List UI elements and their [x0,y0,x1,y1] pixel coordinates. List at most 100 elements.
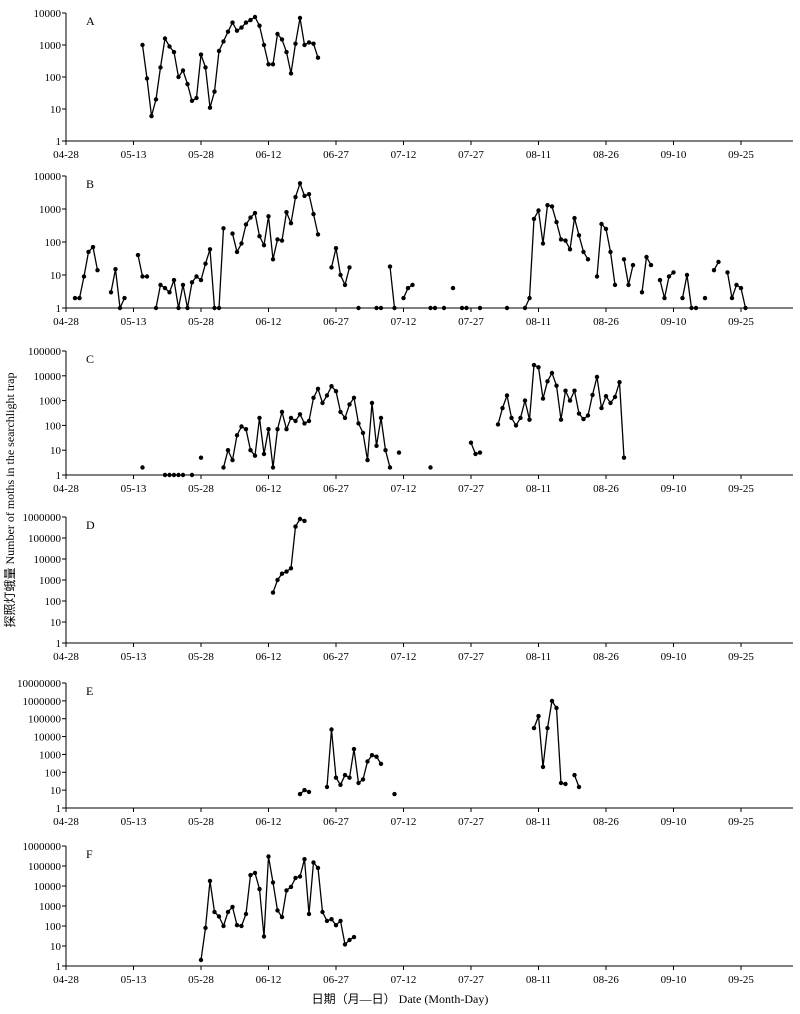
data-point [180,472,186,478]
x-tick-label: 04-28 [53,316,79,328]
data-point [581,416,586,422]
data-point [153,97,159,102]
data-point [279,37,285,42]
data-point [194,274,199,279]
data-point [563,388,568,393]
data-point [275,31,280,37]
x-tick-label: 06-27 [323,149,349,161]
data-point [545,725,550,731]
data-point [378,761,384,766]
data-point [504,393,510,398]
data-point [140,465,145,470]
y-tick-label: 100 [45,596,62,608]
x-tick-label: 07-27 [458,651,484,663]
data-point [167,44,172,49]
data-point [90,244,96,250]
series-line [659,271,674,299]
data-point [176,74,181,80]
data-point [432,305,438,311]
data-point [77,295,82,301]
y-tick-label: 100 [45,420,62,432]
data-point [243,427,249,432]
data-point [257,23,262,28]
data-point [567,247,573,252]
data-point [171,472,177,478]
data-point [554,219,559,225]
data-point [644,254,649,260]
data-point [108,290,114,295]
series-line [726,272,747,309]
data-point [315,232,321,237]
data-point [284,569,289,574]
x-tick-label: 05-13 [121,483,147,495]
data-point [311,395,316,400]
data-point [252,453,258,458]
data-point [662,295,667,301]
data-point [329,384,334,389]
data-point [657,277,663,283]
data-point [599,221,604,227]
data-point [531,725,537,731]
x-tick-label: 06-27 [323,651,349,663]
y-tick-label: 10000 [34,732,62,744]
data-point [531,216,537,222]
data-point [572,772,577,778]
y-tick-label: 10 [50,104,62,116]
x-tick-label: 06-27 [323,316,349,328]
panel-c: 100000 10000 1000 100 10 104-28 05-13 05-28 06-1… [28,346,793,495]
panel-label: B [86,177,94,191]
x-tick-label: 09-25 [728,149,754,161]
x-tick-label: 06-12 [256,483,282,495]
data-point [401,295,406,301]
y-tick-label: 1 [56,961,62,973]
data-point [252,210,258,216]
data-point [288,221,294,226]
data-point [261,451,267,457]
data-point [527,295,532,301]
data-point [302,787,307,793]
data-point [153,305,159,311]
x-tick-label: 05-13 [121,316,147,328]
data-point [302,42,307,48]
data-point [545,379,550,384]
data-point [603,394,609,399]
x-tick-label: 08-26 [593,316,619,328]
data-point [338,782,343,787]
x-tick-label: 06-12 [256,816,282,828]
data-point [207,878,213,884]
data-point [333,775,339,780]
panel-d: 1000000 100000 10000 1000 100 10 104-28 05-13 05… [23,512,793,663]
data-point [558,417,564,422]
data-point [329,265,334,270]
series-line [141,16,319,117]
x-tick-label: 05-13 [121,149,147,161]
data-point [576,784,582,790]
data-point [333,923,339,928]
data-point [374,443,379,448]
data-point [315,55,321,60]
data-point [450,285,456,291]
x-tick-label: 05-28 [188,149,214,161]
y-tick-label: 10 [50,445,62,457]
data-point [320,909,325,915]
data-point [270,590,276,595]
data-point [729,295,735,301]
data-point [540,241,546,246]
data-point [275,908,280,913]
data-point [572,388,577,393]
data-point [239,923,244,929]
data-point [554,705,559,711]
data-point [248,215,253,220]
series-line [155,228,225,309]
data-point [257,234,262,239]
data-point [725,270,730,275]
x-tick-label: 06-12 [256,651,282,663]
data-point [365,457,370,463]
data-point [311,41,316,46]
data-point [351,395,357,400]
data-point [252,14,258,20]
data-point [630,262,636,268]
x-tick-label: 08-11 [526,316,551,328]
series-line [330,248,351,287]
